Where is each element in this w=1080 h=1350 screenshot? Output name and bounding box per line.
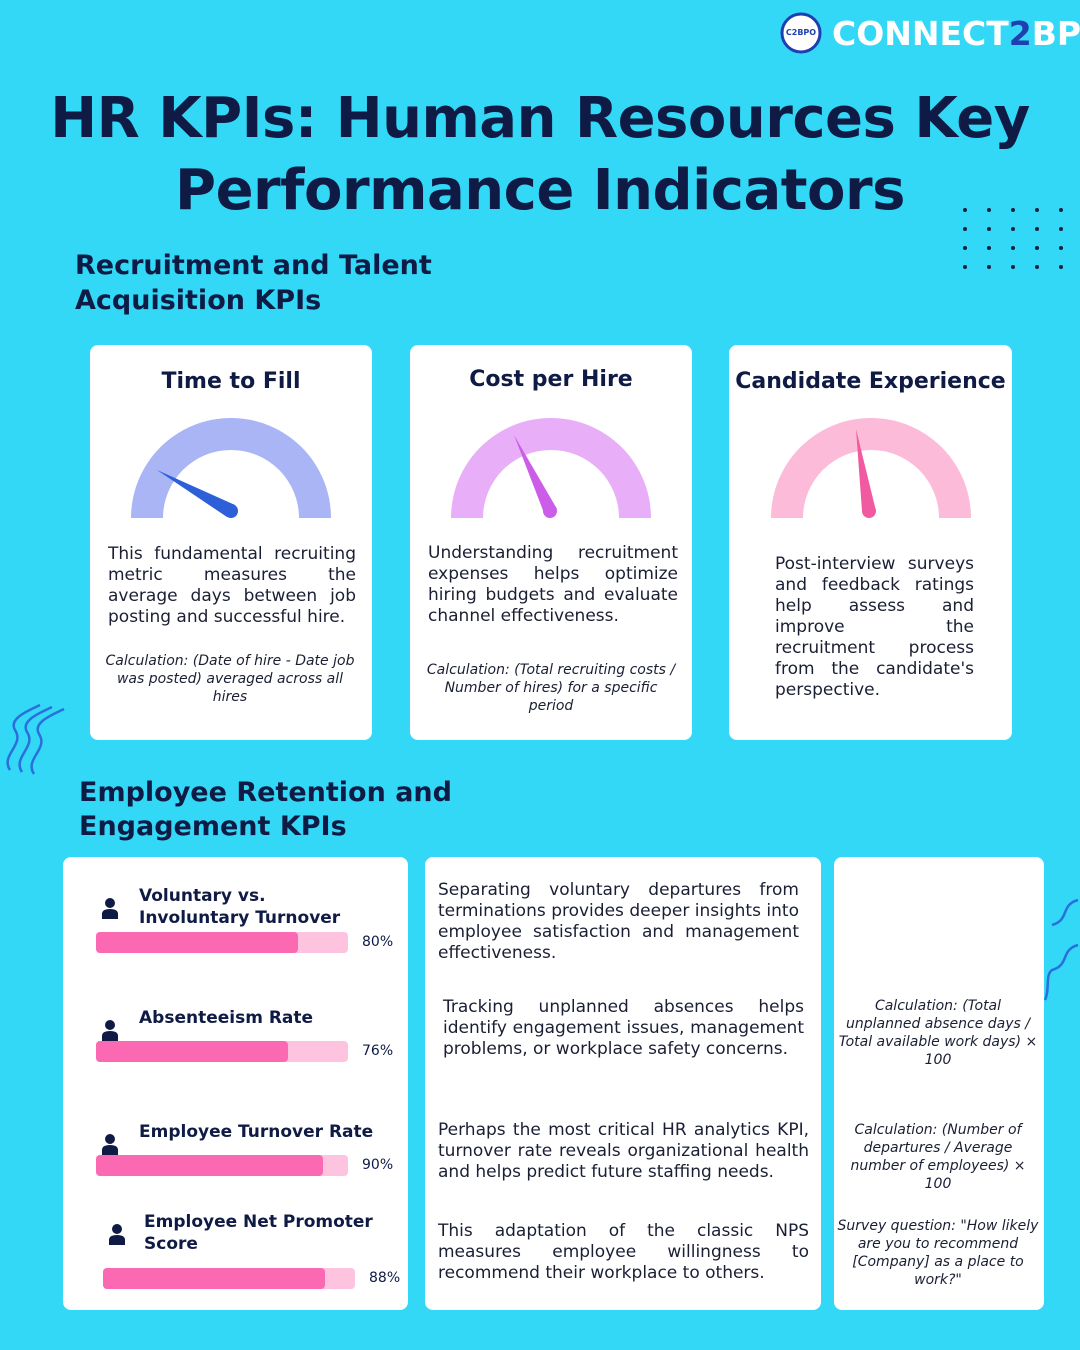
card-description: This fundamental recruiting metric measu…: [108, 544, 356, 627]
logo-icon: [780, 12, 822, 54]
card-title: Time to Fill: [161, 369, 301, 394]
kpi-card: Time to Fill This fundamental recruiting…: [90, 345, 372, 740]
dot: [963, 208, 967, 212]
card-title: Cost per Hire: [469, 367, 633, 392]
person-icon: [102, 897, 118, 919]
person-icon: [102, 1133, 118, 1155]
person-glyph: [102, 898, 118, 919]
title-line: Performance Indicators: [175, 158, 905, 223]
metric-description: This adaptation of the classic NPS measu…: [438, 1221, 809, 1283]
metric-percent: 76%: [362, 1043, 394, 1059]
metric-percent: 90%: [362, 1157, 394, 1173]
bar-track: [103, 1268, 355, 1289]
wave-decoration: [1043, 898, 1079, 1001]
gauge: [131, 418, 331, 518]
card-calculation: Calculation: (Total recruiting costs / N…: [426, 662, 676, 714]
dot: [1035, 246, 1039, 250]
person-icon: [102, 1019, 118, 1041]
person-glyph: [109, 1224, 125, 1245]
dot: [1035, 227, 1039, 231]
card-title: Candidate Experience: [735, 369, 1006, 394]
dot: [963, 265, 967, 269]
dot: [1059, 208, 1063, 212]
metric-percent: 80%: [362, 934, 394, 950]
bar-track: [96, 932, 348, 953]
card-description: Post-interview surveys and feedback rati…: [775, 554, 974, 700]
logo-name: CONNECT2BPO: [832, 14, 1080, 53]
person-glyph: [102, 1020, 118, 1041]
logo-part: BPO: [1031, 14, 1080, 53]
metric-percent: 88%: [369, 1270, 401, 1286]
dot: [987, 265, 991, 269]
calculations-card: Calculation: (Total unplanned absence da…: [834, 857, 1044, 1310]
dot: [1011, 265, 1015, 269]
metric-calculation: Calculation: (Number of departures / Ave…: [850, 1122, 1026, 1192]
bar-track: [96, 1155, 348, 1176]
bar-fill: [103, 1268, 325, 1289]
logo-part: 2: [1008, 14, 1032, 53]
dot: [987, 227, 991, 231]
metric-description: Perhaps the most critical HR analytics K…: [438, 1120, 809, 1182]
card-description: Understanding recruitment expenses helps…: [428, 543, 678, 626]
metric-calculation: Calculation: (Total unplanned absence da…: [838, 998, 1038, 1068]
gauge: [771, 418, 971, 518]
dot: [987, 208, 991, 212]
metric-description: Tracking unplanned absences helps identi…: [443, 997, 804, 1059]
bar-fill: [96, 1041, 288, 1062]
bar-track: [96, 1041, 348, 1062]
dot: [1011, 208, 1015, 212]
logo-part: CONNECT: [832, 14, 1009, 53]
title-line: HR KPIs: Human Resources Key: [50, 86, 1030, 151]
person-glyph: [102, 1134, 118, 1155]
person-icon: [109, 1223, 125, 1245]
metric-label: Employee Net Promoter Score: [144, 1212, 373, 1254]
dot: [1059, 265, 1063, 269]
bar-fill: [96, 932, 298, 953]
section-heading: Engagement KPIs: [79, 811, 347, 842]
metric-label: Absenteeism Rate: [139, 1008, 314, 1028]
kpi-card: Cost per Hire Understanding recruitment …: [410, 345, 692, 740]
metric-description: Separating voluntary departures from ter…: [438, 880, 799, 963]
dot: [1059, 246, 1063, 250]
metric-calculation: Survey question: "How likely are you to …: [837, 1218, 1039, 1288]
dot: [1035, 208, 1039, 212]
section-heading: Employee Retention and: [79, 777, 452, 808]
dot: [1011, 227, 1015, 231]
section-heading: Recruitment and Talent: [75, 250, 432, 281]
metric-label: Employee Turnover Rate: [139, 1122, 374, 1142]
dot: [963, 246, 967, 250]
dot: [963, 227, 967, 231]
dot: [1059, 227, 1063, 231]
dot-grid: [963, 208, 1063, 269]
dot: [1035, 265, 1039, 269]
metric-label: Voluntary vs. Involuntary Turnover: [139, 886, 341, 928]
kpi-card: Candidate Experience Post-interview surv…: [729, 345, 1012, 740]
descriptions-card: Separating voluntary departures from ter…: [425, 857, 821, 1310]
dot: [1011, 246, 1015, 250]
section-heading: Acquisition KPIs: [75, 285, 322, 316]
card-calculation: Calculation: (Date of hire - Date job wa…: [105, 653, 355, 705]
dot: [987, 246, 991, 250]
bar-fill: [96, 1155, 323, 1176]
metrics-card: Voluntary vs. Involuntary Turnover 80% Abs…: [63, 857, 408, 1310]
logo-icon-text: C2BPO: [785, 28, 817, 37]
wave-decoration: [6, 703, 65, 775]
gauge: [451, 418, 651, 518]
